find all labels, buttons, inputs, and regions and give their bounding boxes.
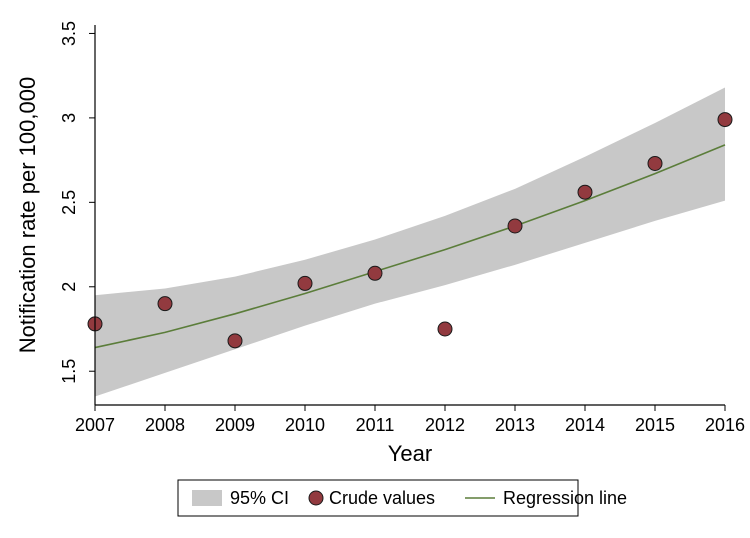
x-tick-label: 2012	[425, 415, 465, 435]
y-tick-label: 2.5	[59, 190, 79, 215]
data-point	[508, 219, 522, 233]
y-tick-label: 3	[59, 113, 79, 123]
data-point	[648, 156, 662, 170]
chart-container: 2007 2008 2009 2010 2011 2012 2013 2014 2015 2016…	[0, 0, 750, 538]
data-point	[578, 185, 592, 199]
x-tick-label: 2008	[145, 415, 185, 435]
x-tick-label: 2009	[215, 415, 255, 435]
x-tick-label: 2016	[705, 415, 745, 435]
data-point	[298, 276, 312, 290]
x-tick-label: 2007	[75, 415, 115, 435]
x-tick-label: 2014	[565, 415, 605, 435]
x-tick-label: 2010	[285, 415, 325, 435]
y-tick-label: 3.5	[59, 21, 79, 46]
data-point	[368, 266, 382, 280]
x-tick-label: 2011	[356, 415, 395, 435]
legend-swatch	[192, 490, 222, 506]
notification-rate-chart: 2007 2008 2009 2010 2011 2012 2013 2014 2015 2016…	[0, 0, 750, 538]
y-axis-label: Notification rate per 100,000	[15, 77, 40, 353]
data-point	[438, 322, 452, 336]
legend-label: Regression line	[503, 488, 627, 508]
data-point	[158, 297, 172, 311]
data-point	[228, 334, 242, 348]
x-tick-label: 2013	[495, 415, 535, 435]
legend-label: Crude values	[329, 488, 435, 508]
y-tick-label: 2	[59, 282, 79, 292]
data-point	[718, 113, 732, 127]
legend-marker	[309, 491, 323, 505]
legend-label: 95% CI	[230, 488, 289, 508]
x-axis-label: Year	[388, 441, 432, 466]
x-tick-label: 2015	[635, 415, 675, 435]
y-tick-label: 1.5	[59, 359, 79, 384]
